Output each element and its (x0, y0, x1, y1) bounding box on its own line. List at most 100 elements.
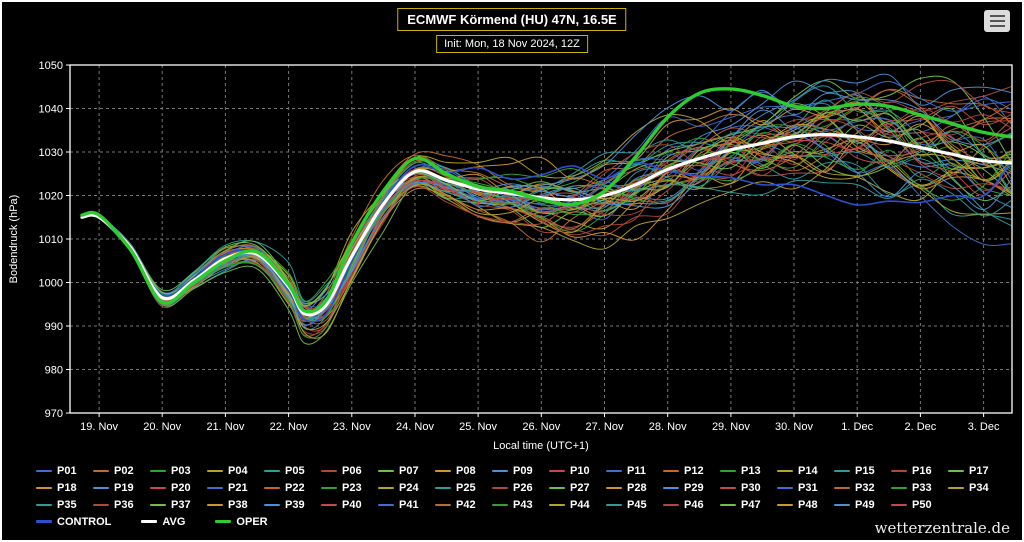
legend-item-control[interactable]: CONTROL (36, 516, 111, 528)
legend-item-label: P07 (399, 464, 419, 477)
legend-dash-icon (720, 469, 736, 472)
legend-item-p36[interactable]: P36 (93, 499, 150, 511)
legend-item-label: P15 (855, 464, 875, 477)
legend-item-p07[interactable]: P07 (378, 465, 435, 477)
legend-item-p47[interactable]: P47 (720, 499, 777, 511)
svg-text:28. Nov: 28. Nov (649, 421, 687, 433)
legend-dash-icon (891, 503, 907, 506)
svg-text:29. Nov: 29. Nov (712, 421, 750, 433)
legend-item-p40[interactable]: P40 (321, 499, 378, 511)
legend-dash-icon (777, 486, 793, 489)
legend-dash-icon (264, 503, 280, 506)
legend-item-p15[interactable]: P15 (834, 465, 891, 477)
ensemble-member-line (81, 155, 1012, 331)
legend-item-p10[interactable]: P10 (549, 465, 606, 477)
ensemble-member-line (81, 136, 1012, 339)
svg-text:990: 990 (45, 321, 63, 333)
legend-item-label: P21 (228, 481, 248, 494)
legend-item-p18[interactable]: P18 (36, 482, 93, 494)
legend-item-p05[interactable]: P05 (264, 465, 321, 477)
legend-item-p41[interactable]: P41 (378, 499, 435, 511)
legend-dash-icon (492, 486, 508, 489)
legend-item-p46[interactable]: P46 (663, 499, 720, 511)
hamburger-menu-icon[interactable] (984, 10, 1010, 32)
legend-dash-icon (777, 469, 793, 472)
legend-item-p42[interactable]: P42 (435, 499, 492, 511)
legend-item-label: P18 (57, 481, 77, 494)
legend-item-p34[interactable]: P34 (948, 482, 1005, 494)
legend-item-p39[interactable]: P39 (264, 499, 321, 511)
legend-item-p03[interactable]: P03 (150, 465, 207, 477)
legend-item-p30[interactable]: P30 (720, 482, 777, 494)
legend-dash-icon (141, 520, 158, 523)
legend-item-p04[interactable]: P04 (207, 465, 264, 477)
legend-item-p26[interactable]: P26 (492, 482, 549, 494)
legend-item-p49[interactable]: P49 (834, 499, 891, 511)
legend-item-p33[interactable]: P33 (891, 482, 948, 494)
legend-dash-icon (549, 503, 565, 506)
legend-item-avg[interactable]: AVG (141, 516, 185, 528)
legend-item-p23[interactable]: P23 (321, 482, 378, 494)
legend-item-p09[interactable]: P09 (492, 465, 549, 477)
ensemble-member-line (81, 108, 1012, 322)
legend-dash-icon (150, 486, 166, 489)
legend-dash-icon (36, 486, 52, 489)
ensemble-pressure-chart: 970 980 990 1000 1010 1020 1030 1040 1050 19. Nov… (8, 60, 1013, 452)
legend-item-p48[interactable]: P48 (777, 499, 834, 511)
init-time-label: Init: Mon, 18 Nov 2024, 12Z (436, 35, 588, 53)
legend-item-label: P10 (570, 464, 590, 477)
legend-item-label: P29 (684, 481, 704, 494)
legend-item-p17[interactable]: P17 (948, 465, 1005, 477)
legend-item-p06[interactable]: P06 (321, 465, 378, 477)
legend-item-p45[interactable]: P45 (606, 499, 663, 511)
legend-item-p20[interactable]: P20 (150, 482, 207, 494)
legend-item-p27[interactable]: P27 (549, 482, 606, 494)
legend-item-p08[interactable]: P08 (435, 465, 492, 477)
legend-item-p32[interactable]: P32 (834, 482, 891, 494)
legend-item-p12[interactable]: P12 (663, 465, 720, 477)
legend-dash-icon (606, 469, 622, 472)
legend-item-p28[interactable]: P28 (606, 482, 663, 494)
legend-item-p29[interactable]: P29 (663, 482, 720, 494)
legend-dash-icon (834, 469, 850, 472)
legend-item-label: P33 (912, 481, 932, 494)
svg-text:26. Nov: 26. Nov (522, 421, 560, 433)
legend-dash-icon (663, 486, 679, 489)
legend-item-p19[interactable]: P19 (93, 482, 150, 494)
legend-item-p38[interactable]: P38 (207, 499, 264, 511)
legend-item-p22[interactable]: P22 (264, 482, 321, 494)
ensemble-member-line (81, 119, 1012, 326)
legend-item-p14[interactable]: P14 (777, 465, 834, 477)
legend-item-label: P44 (570, 498, 590, 511)
legend-item-p37[interactable]: P37 (150, 499, 207, 511)
legend-dash-icon (720, 486, 736, 489)
legend-dash-icon (207, 486, 223, 489)
legend-item-p44[interactable]: P44 (549, 499, 606, 511)
legend-dash-icon (891, 486, 907, 489)
legend-dash-icon (834, 503, 850, 506)
legend-dash-icon (606, 503, 622, 506)
legend-item-p01[interactable]: P01 (36, 465, 93, 477)
legend-item-p31[interactable]: P31 (777, 482, 834, 494)
legend-item-p11[interactable]: P11 (606, 465, 663, 477)
legend-dash-icon (435, 469, 451, 472)
legend-item-p02[interactable]: P02 (93, 465, 150, 477)
legend-item-oper[interactable]: OPER (215, 516, 268, 528)
legend-item-p24[interactable]: P24 (378, 482, 435, 494)
legend-item-p16[interactable]: P16 (891, 465, 948, 477)
legend-item-label: P25 (456, 481, 476, 494)
svg-text:1010: 1010 (39, 234, 63, 246)
legend-item-p50[interactable]: P50 (891, 499, 948, 511)
legend-item-p43[interactable]: P43 (492, 499, 549, 511)
legend-dash-icon (720, 503, 736, 506)
legend-item-p25[interactable]: P25 (435, 482, 492, 494)
legend-item-p13[interactable]: P13 (720, 465, 777, 477)
legend-item-label: P28 (627, 481, 647, 494)
legend-row: P18 P19 P20 P21 P22 P23 P24 P25 P26 P27 P28 P29 P30 P… (36, 479, 1004, 496)
legend-dash-icon (321, 469, 337, 472)
svg-text:21. Nov: 21. Nov (206, 421, 244, 433)
legend-item-p21[interactable]: P21 (207, 482, 264, 494)
svg-text:1020: 1020 (39, 191, 63, 203)
legend-item-p35[interactable]: P35 (36, 499, 93, 511)
legend-dash-icon (663, 503, 679, 506)
